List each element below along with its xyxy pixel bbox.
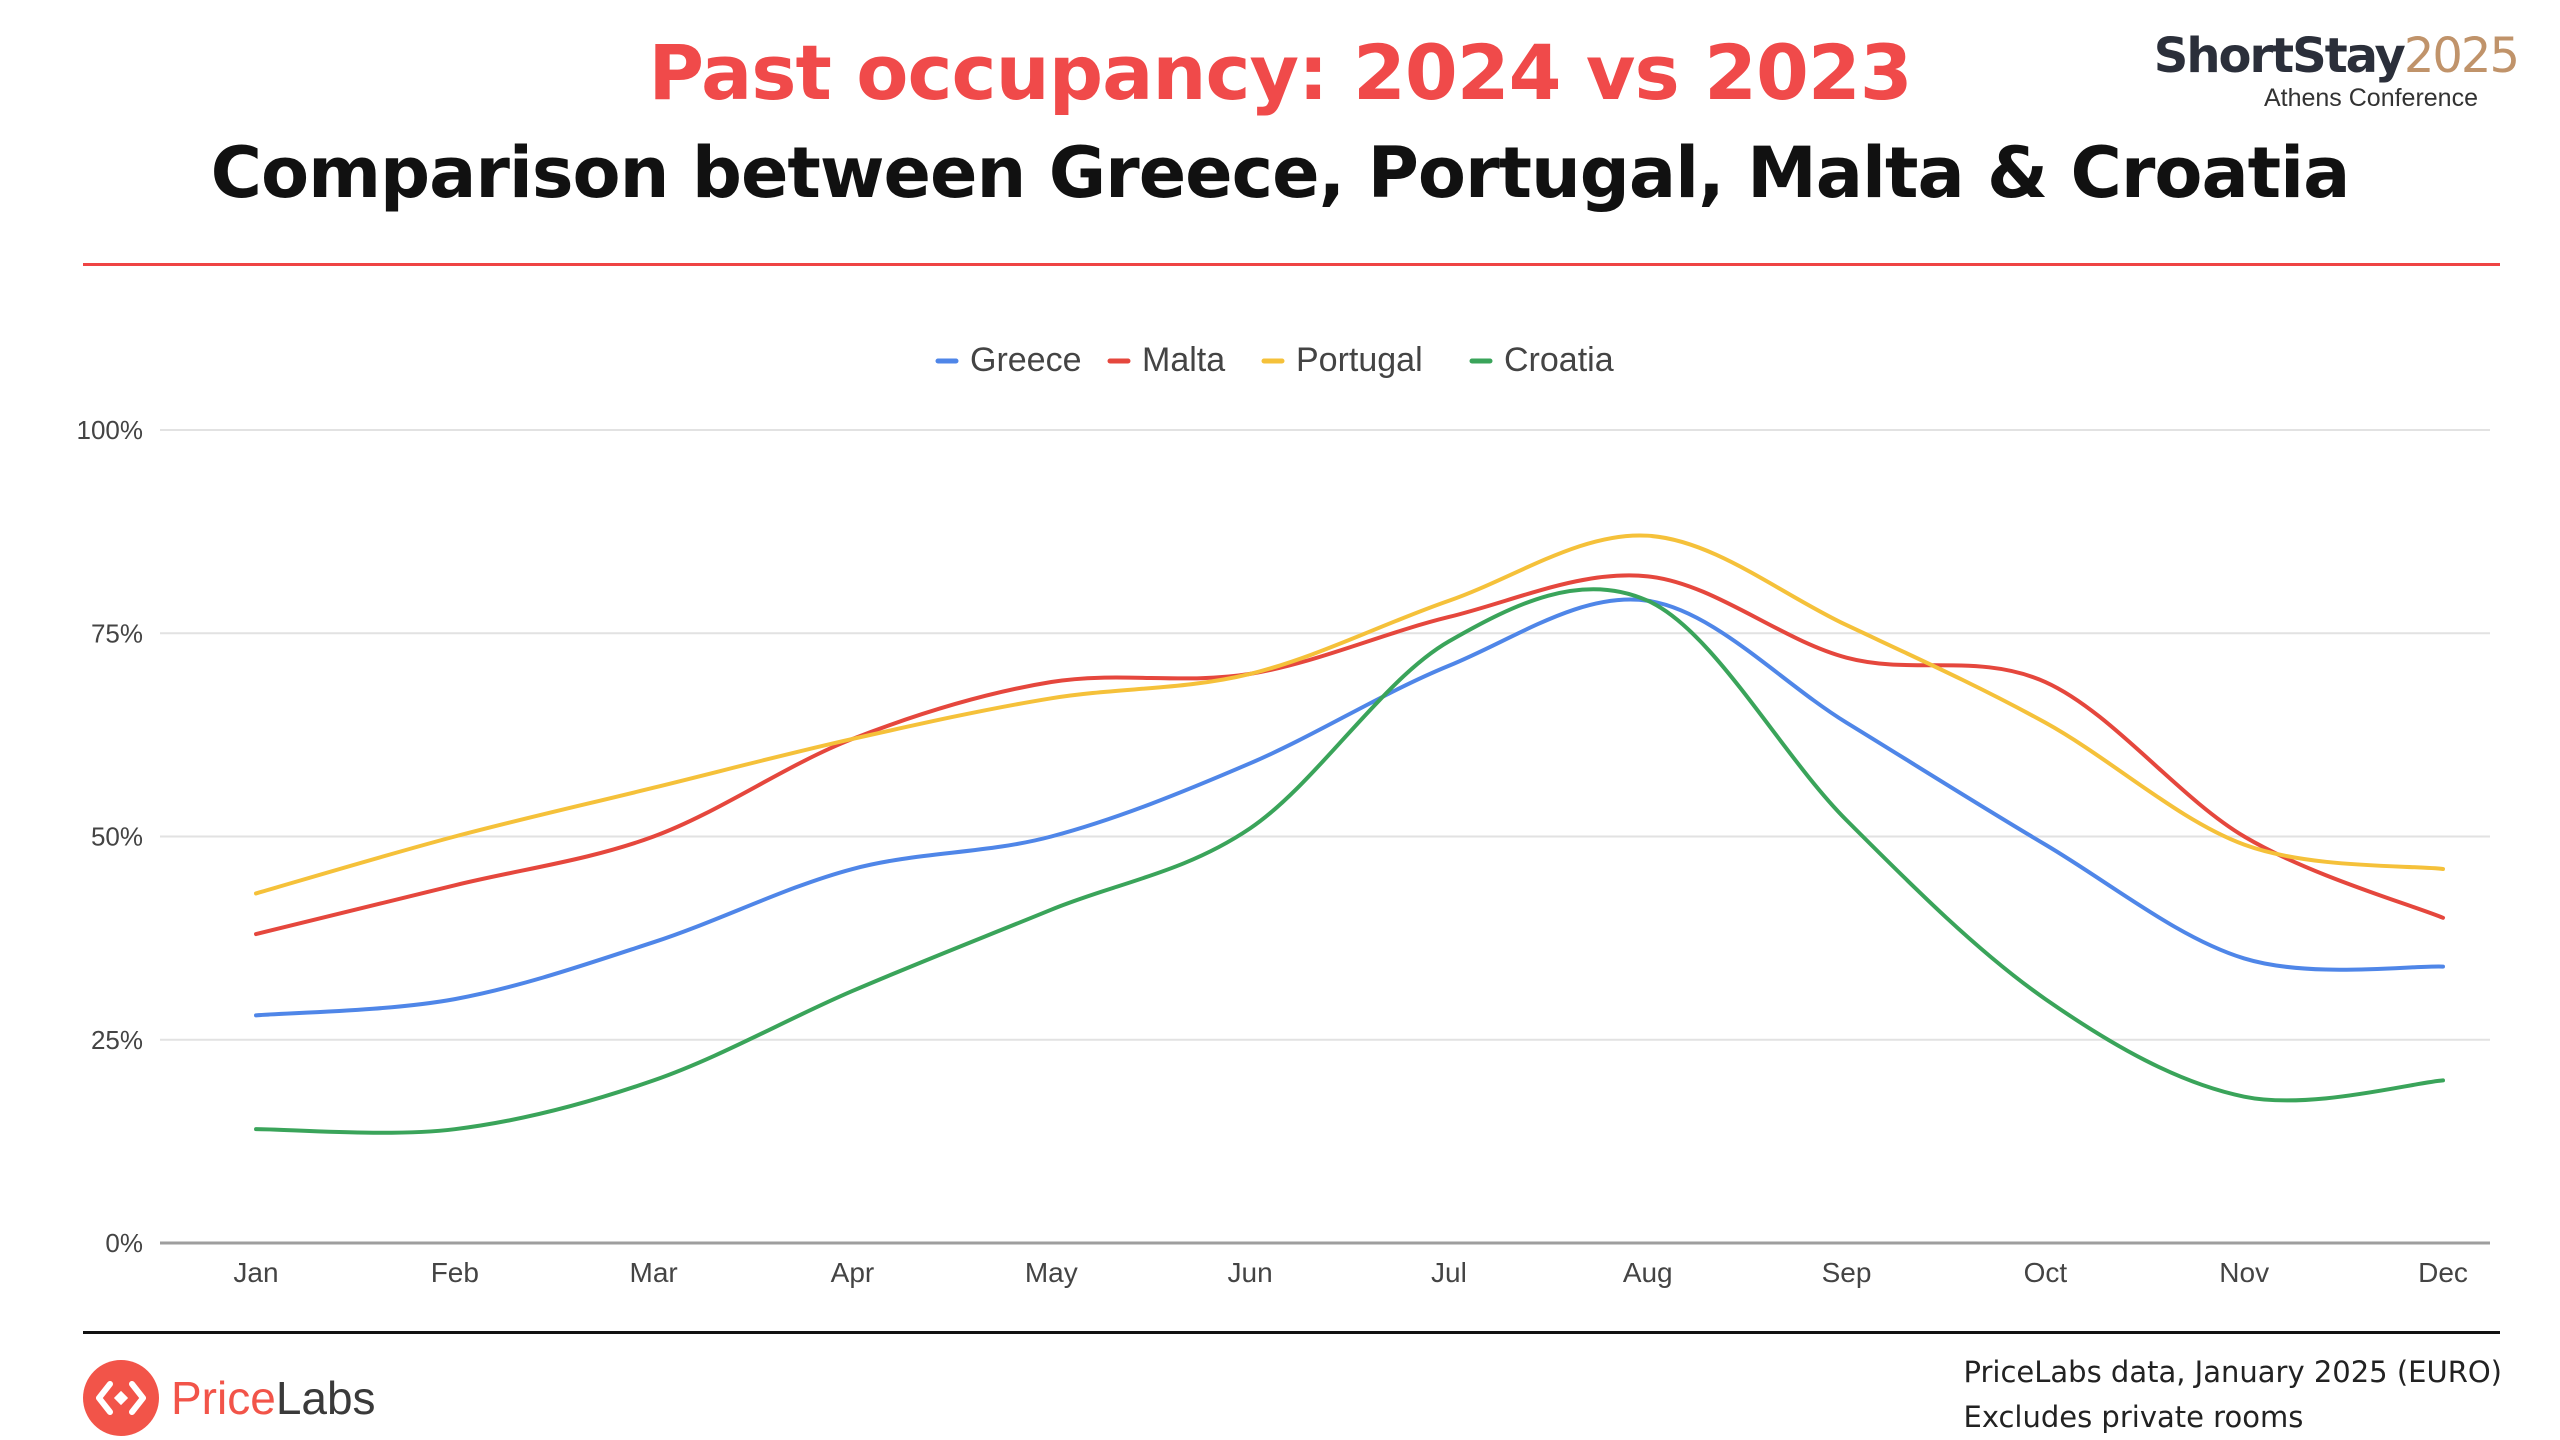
x-tick-label: Jan (233, 1257, 278, 1288)
footer-divider (83, 1331, 2500, 1334)
brand-suffix: Labs (275, 1372, 376, 1424)
x-tick-label: Aug (1623, 1257, 1673, 1288)
x-tick-label: Jul (1431, 1257, 1467, 1288)
y-axis-ticks: 0% 25% 50% 75% 100% (77, 415, 144, 1258)
x-tick-label: Jun (1228, 1257, 1273, 1288)
conference-name: ShortStay2025 (2153, 28, 2520, 84)
conference-logo: ShortStay2025 Athens Conference (2153, 28, 2520, 113)
chart-grid (160, 429, 2490, 1245)
x-tick-label: Feb (431, 1257, 479, 1288)
y-tick-label: 0% (105, 1228, 143, 1258)
page-title: Past occupancy: 2024 vs 2023 (648, 28, 1912, 117)
x-tick-label: May (1025, 1257, 1078, 1288)
series-line-croatia (254, 587, 2445, 1135)
legend-label-croatia: Croatia (1504, 341, 1614, 379)
series-line-malta (254, 573, 2445, 937)
source-line-1: PriceLabs data, January 2025 (EURO) (1963, 1355, 2503, 1389)
chart-legend: Greece Malta Portugal Croatia (935, 341, 1614, 379)
y-tick-label: 100% (77, 415, 144, 445)
series-line-greece (254, 597, 2445, 1018)
x-tick-label: Nov (2219, 1257, 2269, 1288)
y-tick-label: 50% (91, 822, 143, 852)
pricelabs-wordmark: PriceLabs (171, 1371, 376, 1425)
source-note: PriceLabs data, January 2025 (EURO) Excl… (1964, 1350, 2503, 1440)
pricelabs-logo-icon (83, 1360, 159, 1436)
x-tick-label: Apr (831, 1257, 875, 1288)
x-tick-label: Sep (1822, 1257, 1872, 1288)
title-divider (83, 263, 2500, 266)
chart-series (254, 533, 2445, 1135)
source-line-2: Excludes private rooms (1963, 1400, 2304, 1434)
page-subtitle: Comparison between Greece, Portugal, Mal… (210, 132, 2351, 214)
series-line-portugal (254, 533, 2445, 896)
y-tick-label: 25% (91, 1025, 143, 1055)
conference-year: 2025 (2403, 28, 2520, 84)
occupancy-line-chart: Greece Malta Portugal Croatia 0% 25% 50% 75% 10… (77, 341, 2490, 1288)
y-tick-label: 75% (91, 618, 143, 648)
x-tick-label: Dec (2418, 1257, 2468, 1288)
x-axis-ticks: Jan Feb Mar Apr May Jun Jul Aug Sep Oct Nov Dec (233, 1257, 2467, 1288)
brand-prefix: Price (171, 1372, 276, 1424)
legend-label-malta: Malta (1142, 341, 1225, 379)
pricelabs-logo: PriceLabs (83, 1360, 376, 1436)
conference-name-prefix: ShortStay (2153, 28, 2406, 84)
conference-subtitle: Athens Conference (2263, 84, 2478, 112)
legend-label-portugal: Portugal (1296, 341, 1423, 379)
legend-label-greece: Greece (970, 341, 1082, 379)
x-tick-label: Mar (630, 1257, 678, 1288)
x-tick-label: Oct (2024, 1257, 2068, 1288)
